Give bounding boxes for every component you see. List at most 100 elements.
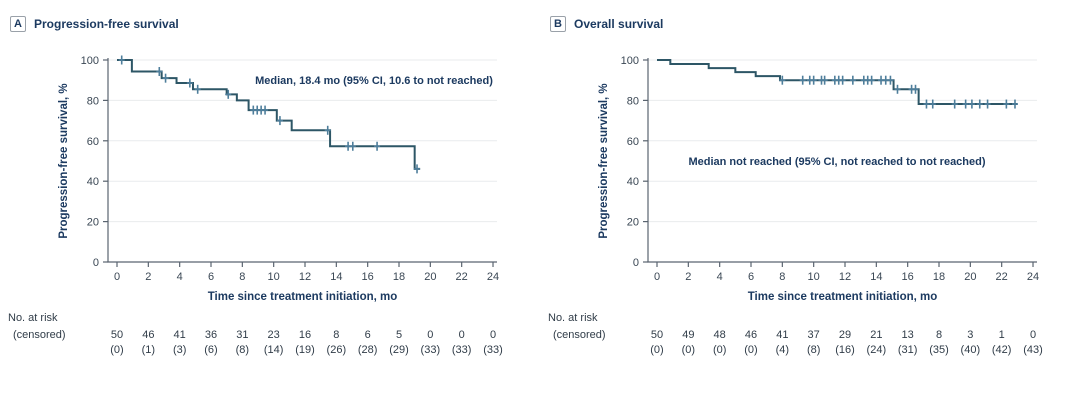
at-risk-value: 0 (427, 329, 433, 341)
at-risk-value: 0 (490, 329, 496, 341)
y-axis-title: Progression-free survival, % (598, 83, 610, 238)
at-risk-value: 36 (205, 329, 217, 341)
at-risk-value: 46 (142, 329, 154, 341)
censored-label: (censored) (13, 329, 66, 341)
censored-value: (0) (650, 344, 663, 356)
y-tick-label: 60 (87, 136, 99, 148)
x-tick-label: 0 (114, 271, 120, 283)
at-risk-value: 49 (682, 329, 694, 341)
x-tick-label: 18 (933, 271, 945, 283)
x-tick-label: 12 (299, 271, 311, 283)
censored-value: (14) (264, 344, 284, 356)
x-tick-label: 12 (839, 271, 851, 283)
censored-value: (31) (898, 344, 918, 356)
censored-label: (censored) (553, 329, 606, 341)
censored-value: (1) (142, 344, 155, 356)
at-risk-value: 50 (651, 329, 663, 341)
at-risk-value: 37 (808, 329, 820, 341)
median-annotation: Median not reached (95% CI, not reached … (688, 156, 985, 168)
y-tick-label: 100 (621, 55, 639, 67)
x-axis-title: Time since treatment initiation, mo (208, 291, 398, 303)
y-tick-label: 80 (627, 95, 639, 107)
at-risk-value: 0 (1030, 329, 1036, 341)
km-curve (657, 59, 1018, 106)
x-tick-label: 20 (964, 271, 976, 283)
censored-value: (19) (295, 344, 315, 356)
x-tick-label: 6 (748, 271, 754, 283)
at-risk-value: 41 (776, 329, 788, 341)
at-risk-value: 23 (268, 329, 280, 341)
at-risk-value: 48 (714, 329, 726, 341)
panel-a: A Progression-free survival 0 20 40 60 80 100… (8, 16, 503, 356)
at-risk-value: 29 (839, 329, 851, 341)
censored-value: (0) (110, 344, 123, 356)
censored-value: (4) (776, 344, 789, 356)
x-tick-label: 14 (870, 271, 882, 283)
y-axis-title: Progression-free survival, % (58, 83, 70, 238)
y-tick-label: 20 (627, 217, 639, 229)
censored-value: (33) (452, 344, 472, 356)
at-risk-value: 13 (902, 329, 914, 341)
x-tick-label: 24 (1027, 271, 1039, 283)
censored-value: (0) (682, 344, 695, 356)
at-risk-value: 21 (870, 329, 882, 341)
x-tick-label: 14 (330, 271, 342, 283)
at-risk-value: 31 (236, 329, 248, 341)
x-tick-label: 22 (996, 271, 1008, 283)
at-risk-value: 46 (745, 329, 757, 341)
censored-value: (8) (236, 344, 249, 356)
censored-value: (16) (835, 344, 855, 356)
risk-label: No. at risk (8, 312, 58, 324)
panel-b-header: B Overall survival (550, 16, 663, 32)
censored-value: (42) (992, 344, 1012, 356)
x-tick-label: 10 (268, 271, 280, 283)
panel-a-letter-badge: A (10, 16, 26, 32)
censored-value: (33) (421, 344, 441, 356)
censored-value: (6) (204, 344, 217, 356)
at-risk-value: 1 (999, 329, 1005, 341)
censored-value: (33) (483, 344, 503, 356)
x-tick-label: 0 (654, 271, 660, 283)
y-tick-label: 80 (87, 95, 99, 107)
panel-b-letter-badge: B (550, 16, 566, 32)
censored-value: (40) (961, 344, 981, 356)
x-tick-label: 16 (902, 271, 914, 283)
censored-value: (8) (807, 344, 820, 356)
at-risk-value: 0 (459, 329, 465, 341)
censored-value: (29) (389, 344, 409, 356)
x-axis-title: Time since treatment initiation, mo (748, 291, 938, 303)
y-tick-label: 60 (627, 136, 639, 148)
median-annotation: Median, 18.4 mo (95% CI, 10.6 to not rea… (255, 75, 493, 87)
y-tick-label: 40 (627, 176, 639, 188)
x-tick-label: 22 (456, 271, 468, 283)
censored-value: (0) (713, 344, 726, 356)
censored-value: (26) (327, 344, 347, 356)
censored-value: (0) (744, 344, 757, 356)
x-tick-label: 8 (239, 271, 245, 283)
at-risk-value: 16 (299, 329, 311, 341)
y-tick-label: 20 (87, 217, 99, 229)
km-curve (117, 59, 421, 170)
at-risk-value: 6 (365, 329, 371, 341)
censored-value: (43) (1023, 344, 1043, 356)
at-risk-value: 8 (333, 329, 339, 341)
y-tick-label: 0 (633, 257, 639, 269)
at-risk-value: 5 (396, 329, 402, 341)
at-risk-value: 50 (111, 329, 123, 341)
x-tick-label: 24 (487, 271, 499, 283)
x-tick-label: 2 (685, 271, 691, 283)
panel-a-header: A Progression-free survival (10, 16, 179, 32)
x-tick-label: 20 (424, 271, 436, 283)
panel-b-title: Overall survival (574, 17, 664, 31)
y-tick-label: 0 (93, 257, 99, 269)
x-tick-label: 8 (779, 271, 785, 283)
censored-value: (28) (358, 344, 378, 356)
y-tick-label: 100 (81, 55, 99, 67)
at-risk-value: 8 (936, 329, 942, 341)
censored-value: (3) (173, 344, 186, 356)
x-tick-label: 2 (145, 271, 151, 283)
censored-value: (35) (929, 344, 949, 356)
